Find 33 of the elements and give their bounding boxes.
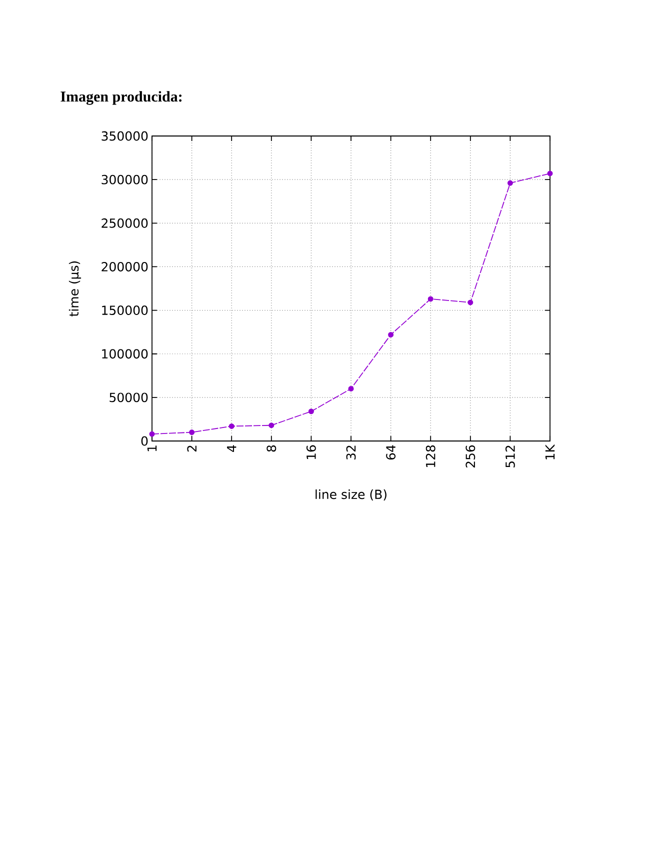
point: [547, 170, 553, 176]
y-tick-label: 350000: [102, 131, 148, 141]
x-tick-label: 512: [505, 446, 515, 468]
x-tick-label: 1K: [545, 444, 555, 460]
y-tick-label: 50000: [110, 392, 148, 402]
point: [308, 408, 314, 414]
x-tick-label: 32: [346, 446, 356, 460]
y-tick-label: 150000: [102, 306, 148, 316]
x-tick-label: 1: [147, 446, 157, 452]
y-tick-label: 0: [141, 436, 148, 446]
point: [468, 300, 474, 306]
x-axis-title: line size (B): [316, 489, 386, 501]
y-tick-label: 200000: [102, 262, 148, 272]
x-tick-label: 128: [426, 445, 436, 468]
y-axis-title: time (µs): [68, 261, 82, 316]
x-tick-label: 256: [466, 445, 476, 468]
point: [507, 180, 513, 186]
point: [228, 423, 234, 429]
y-tick-label: 100000: [102, 349, 148, 359]
x-tick-label: 4: [227, 445, 236, 452]
point: [268, 422, 274, 428]
point: [348, 386, 354, 392]
x-tick-label: 16: [306, 445, 316, 460]
y-tick-label: 300000: [102, 174, 148, 184]
x-tick-label: 64: [386, 445, 396, 460]
point: [388, 332, 394, 338]
point: [189, 430, 195, 436]
point: [428, 296, 434, 302]
x-tick-label: 8: [266, 445, 276, 452]
x-tick-label: 2: [187, 446, 196, 452]
y-tick-label: 250000: [102, 218, 148, 228]
point: [149, 431, 155, 437]
chart-title: Imagen producida:: [60, 91, 182, 105]
